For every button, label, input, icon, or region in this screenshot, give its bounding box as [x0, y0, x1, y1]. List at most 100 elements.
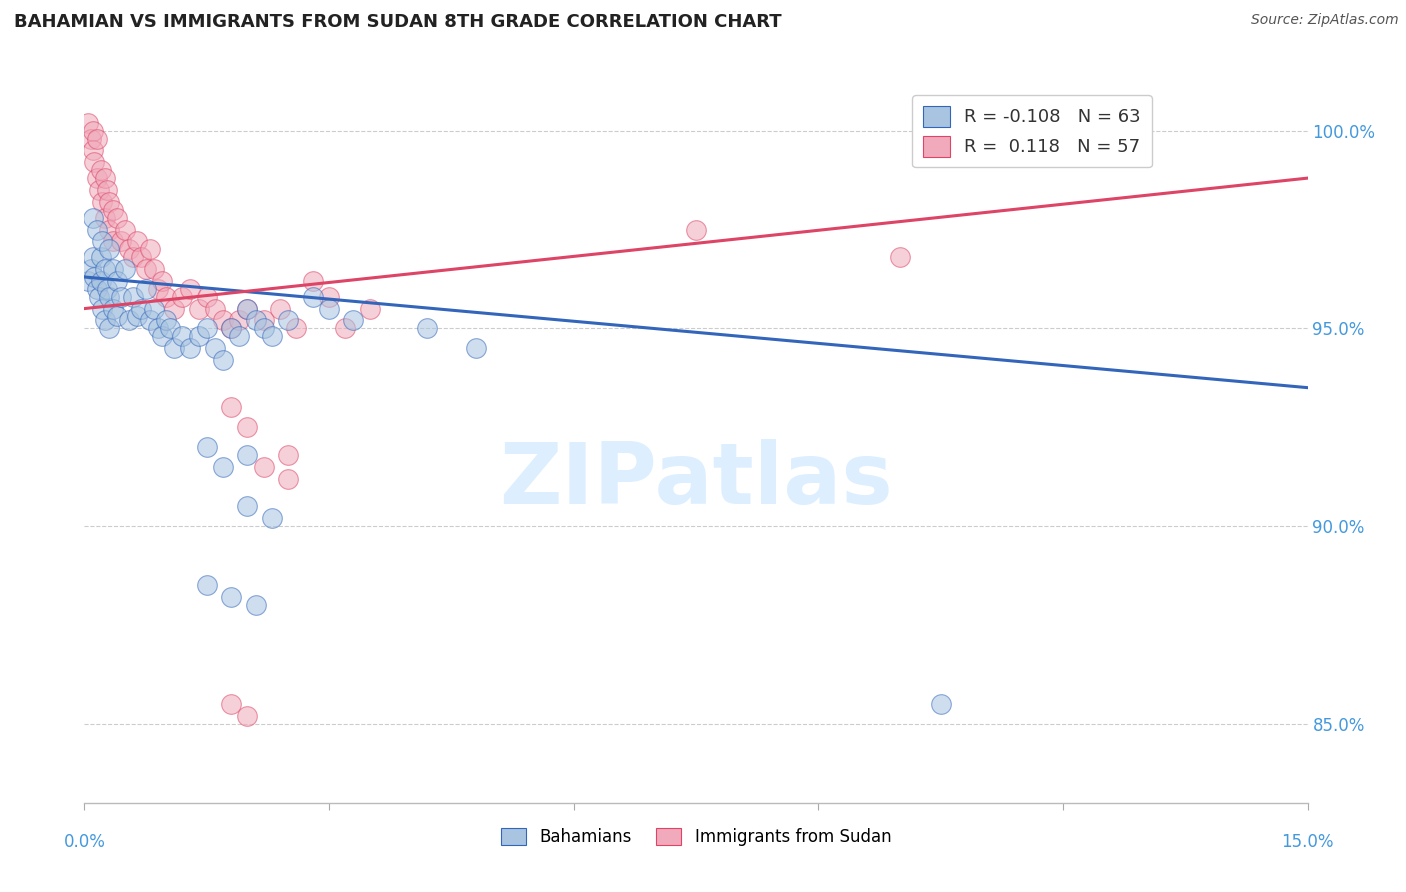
Point: [277, 472, 299, 486]
Text: 15.0%: 15.0%: [1281, 833, 1334, 851]
Point: [236, 500, 259, 514]
Point: [260, 329, 283, 343]
Point: [93, 171, 115, 186]
Point: [929, 697, 952, 711]
Point: [301, 274, 323, 288]
Point: [87, 183, 110, 197]
Point: [301, 290, 323, 304]
Point: [335, 321, 357, 335]
Point: [163, 301, 186, 316]
Point: [179, 341, 201, 355]
Point: [83, 269, 105, 284]
Point: [142, 301, 165, 316]
Point: [277, 313, 299, 327]
Text: 0.0%: 0.0%: [63, 833, 105, 851]
Point: [359, 301, 381, 316]
Point: [236, 301, 259, 316]
Point: [228, 313, 250, 327]
Point: [277, 448, 299, 462]
Point: [82, 144, 104, 158]
Point: [87, 290, 110, 304]
Point: [131, 301, 153, 316]
Point: [219, 401, 242, 415]
Point: [245, 598, 267, 612]
Point: [82, 123, 104, 137]
Point: [269, 301, 291, 316]
Point: [146, 282, 169, 296]
Point: [96, 282, 118, 296]
Point: [195, 440, 218, 454]
Point: [105, 274, 128, 288]
Point: [253, 321, 276, 335]
Point: [236, 448, 259, 462]
Point: [204, 301, 226, 316]
Point: [138, 242, 160, 256]
Point: [101, 301, 124, 316]
Point: [97, 194, 120, 209]
Point: [212, 353, 235, 368]
Point: [253, 313, 276, 327]
Point: [236, 420, 259, 434]
Point: [110, 290, 132, 304]
Point: [318, 301, 340, 316]
Point: [131, 250, 153, 264]
Point: [97, 290, 120, 304]
Point: [97, 242, 120, 256]
Point: [236, 301, 259, 316]
Legend: Bahamians, Immigrants from Sudan: Bahamians, Immigrants from Sudan: [494, 822, 898, 853]
Point: [135, 262, 157, 277]
Point: [228, 329, 250, 343]
Point: [889, 250, 911, 264]
Point: [96, 183, 118, 197]
Point: [114, 262, 136, 277]
Point: [260, 511, 283, 525]
Point: [93, 211, 115, 225]
Point: [101, 202, 124, 217]
Point: [155, 313, 177, 327]
Point: [163, 341, 186, 355]
Point: [83, 155, 105, 169]
Point: [127, 310, 149, 324]
Point: [212, 313, 235, 327]
Point: [93, 262, 115, 277]
Point: [118, 313, 141, 327]
Point: [93, 313, 115, 327]
Point: [77, 274, 100, 288]
Point: [159, 321, 181, 335]
Point: [97, 321, 120, 335]
Point: [101, 262, 124, 277]
Point: [187, 329, 209, 343]
Point: [212, 459, 235, 474]
Point: [90, 163, 112, 178]
Point: [342, 313, 364, 327]
Point: [219, 321, 242, 335]
Point: [114, 222, 136, 236]
Point: [122, 250, 145, 264]
Point: [285, 321, 308, 335]
Point: [195, 290, 218, 304]
Point: [135, 282, 157, 296]
Point: [245, 313, 267, 327]
Point: [91, 301, 114, 316]
Point: [101, 235, 124, 249]
Point: [138, 313, 160, 327]
Point: [86, 282, 108, 296]
Point: [105, 211, 128, 225]
Point: [146, 321, 169, 335]
Point: [195, 578, 218, 592]
Point: [97, 222, 120, 236]
Point: [110, 235, 132, 249]
Point: [155, 290, 177, 304]
Point: [195, 321, 218, 335]
Point: [90, 274, 112, 288]
Point: [219, 697, 242, 711]
Point: [82, 211, 104, 225]
Point: [172, 329, 194, 343]
Point: [219, 321, 242, 335]
Point: [318, 290, 340, 304]
Point: [187, 301, 209, 316]
Point: [219, 591, 242, 605]
Point: [204, 341, 226, 355]
Point: [416, 321, 439, 335]
Point: [77, 116, 100, 130]
